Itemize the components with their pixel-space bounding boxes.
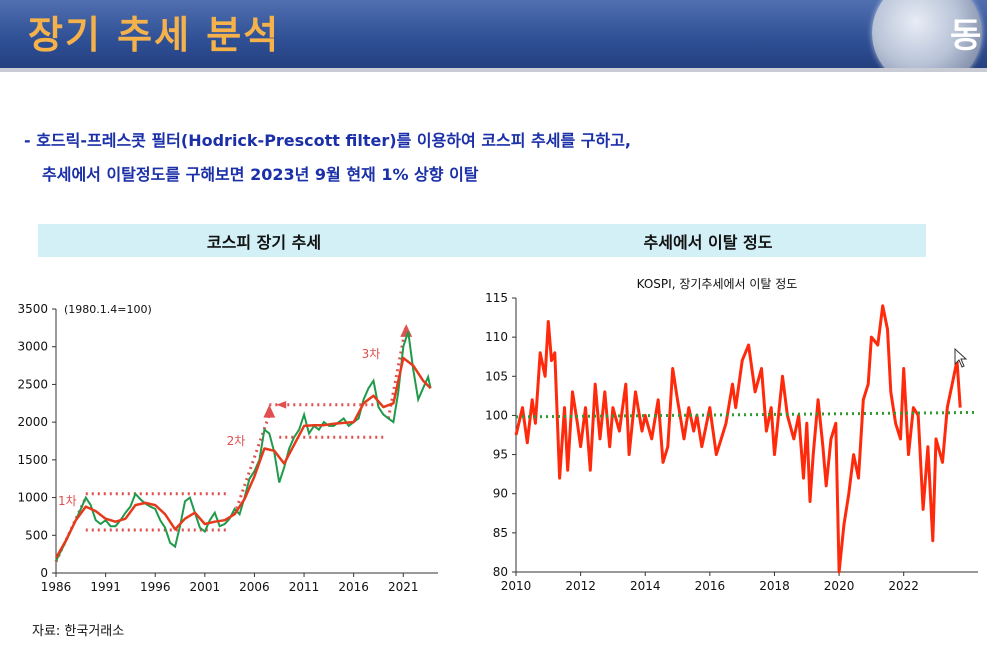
y-tick-label: 500 xyxy=(25,528,48,542)
right-panel-header: 추세에서 이탈 정도 xyxy=(490,224,926,257)
title-bar: 장기 추세 분석 동 xyxy=(0,0,987,68)
left-panel-header: 코스피 장기 추세 xyxy=(38,224,490,257)
kospi-trend-line xyxy=(54,356,432,559)
x-tick-label: 2006 xyxy=(239,580,270,594)
kospi-trend-chart: 0 500 1000 1500 2000 2500 3000 3500 1986 1991 1996… xyxy=(17,302,438,594)
y-tick-label: 1500 xyxy=(17,453,48,467)
annotation-1st: 1차 xyxy=(58,494,77,508)
y-tick-label: 95 xyxy=(493,448,508,462)
x-tick-label: 2020 xyxy=(824,579,855,593)
deviation-chart: KOSPI, 장기추세에서 이탈 정도 80 85 90 95 100 105 110 115 2… xyxy=(485,277,979,593)
y-tick-label: 3500 xyxy=(17,302,48,316)
y-tick-label: 115 xyxy=(485,291,508,305)
y-tick-label: 110 xyxy=(485,330,508,344)
x-tick-label: 2022 xyxy=(888,579,919,593)
deviation-line xyxy=(514,304,962,574)
kospi-index-line xyxy=(55,331,432,562)
y-tick-label: 90 xyxy=(493,487,508,501)
y-tick-label: 2000 xyxy=(17,415,48,429)
y-tick-label: 100 xyxy=(485,408,508,422)
breakout-arrow xyxy=(386,323,408,419)
x-tick-label: 2021 xyxy=(388,580,419,594)
arrow-head xyxy=(276,401,287,409)
arrow-head xyxy=(263,404,276,418)
y-tick-label: 2500 xyxy=(17,377,48,391)
title-divider xyxy=(0,68,987,72)
summary-line-1: - 호드릭-프레스콧 필터(Hodrick-Prescott filter)를 … xyxy=(24,131,632,150)
x-tick-label: 2016 xyxy=(695,579,726,593)
x-tick-label: 2011 xyxy=(289,580,320,594)
y-tick-label: 0 xyxy=(40,566,48,580)
x-tick-label: 1991 xyxy=(90,580,121,594)
base-index-note: (1980.1.4=100) xyxy=(64,303,152,316)
x-tick-label: 2016 xyxy=(338,580,369,594)
y-tick-label: 105 xyxy=(485,369,508,383)
x-tick-label: 1996 xyxy=(140,580,171,594)
x-tick-label: 2010 xyxy=(501,579,532,593)
logo-text: 동 xyxy=(950,16,982,56)
summary-line-2: 추세에서 이탈정도를 구해보면 2023년 9월 현재 1% 상향 이탈 xyxy=(42,165,479,184)
y-tick-label: 85 xyxy=(493,526,508,540)
chart-title: KOSPI, 장기추세에서 이탈 정도 xyxy=(637,277,798,291)
source-note: 자료: 한국거래소 xyxy=(32,624,125,639)
x-tick-label: 2012 xyxy=(565,579,596,593)
x-tick-label: 2018 xyxy=(759,579,790,593)
y-tick-label: 3000 xyxy=(17,340,48,354)
mouse-cursor-icon xyxy=(954,348,968,368)
x-tick-label: 2014 xyxy=(630,579,661,593)
globe-logo-icon xyxy=(872,0,982,68)
annotation-3rd: 3차 xyxy=(362,347,381,361)
annotation-2nd: 2차 xyxy=(227,434,246,448)
x-tick-label: 2001 xyxy=(190,580,221,594)
baseline-100 xyxy=(515,410,979,419)
x-tick-label: 1986 xyxy=(41,580,72,594)
y-tick-label: 1000 xyxy=(17,491,48,505)
page-title: 장기 추세 분석 xyxy=(28,13,281,57)
y-tick-label: 80 xyxy=(493,565,508,579)
